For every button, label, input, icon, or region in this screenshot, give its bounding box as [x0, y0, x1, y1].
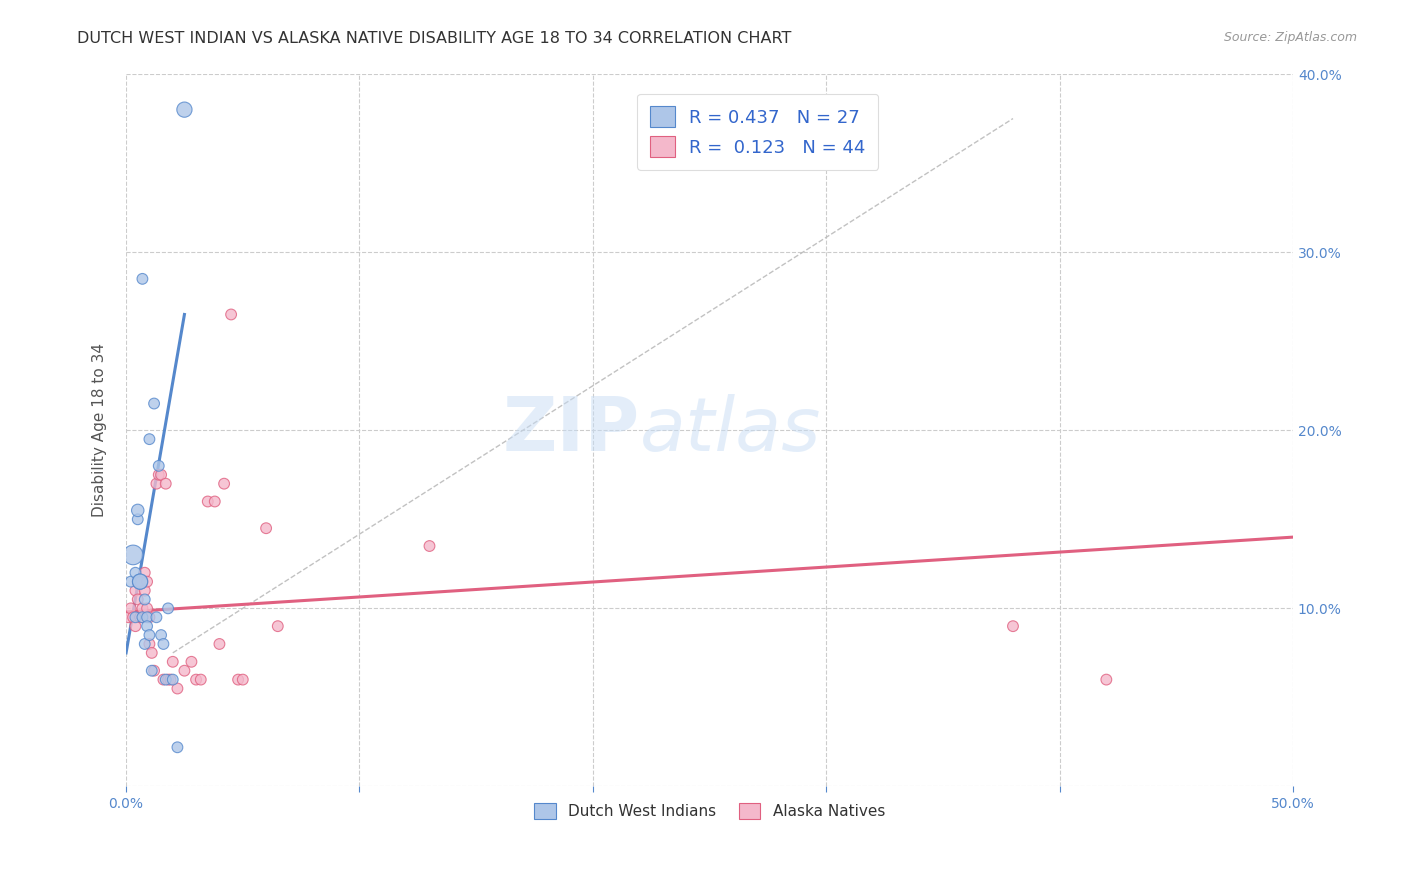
Point — [157, 601, 180, 615]
Point — [138, 637, 160, 651]
Point — [212, 476, 235, 491]
Point — [145, 610, 167, 624]
Point — [131, 610, 153, 624]
Point — [124, 619, 146, 633]
Point — [166, 740, 188, 755]
Point — [131, 610, 153, 624]
Point — [136, 574, 159, 589]
Point — [267, 619, 290, 633]
Point — [254, 521, 277, 535]
Point — [204, 494, 226, 508]
Point — [150, 467, 173, 482]
Point — [150, 628, 173, 642]
Point — [155, 673, 177, 687]
Point — [124, 610, 146, 624]
Point — [226, 673, 249, 687]
Point — [127, 503, 149, 517]
Y-axis label: Disability Age 18 to 34: Disability Age 18 to 34 — [93, 343, 107, 517]
Text: Source: ZipAtlas.com: Source: ZipAtlas.com — [1223, 31, 1357, 45]
Point — [162, 655, 184, 669]
Point — [124, 583, 146, 598]
Point — [166, 681, 188, 696]
Point — [129, 574, 152, 589]
Point — [131, 601, 153, 615]
Point — [138, 610, 160, 624]
Point — [134, 583, 156, 598]
Point — [148, 467, 170, 482]
Point — [1095, 673, 1118, 687]
Point — [143, 396, 166, 410]
Point — [173, 103, 195, 117]
Point — [120, 574, 142, 589]
Point — [127, 592, 149, 607]
Point — [184, 673, 207, 687]
Point — [136, 619, 159, 633]
Point — [138, 432, 160, 446]
Point — [134, 592, 156, 607]
Point — [173, 664, 195, 678]
Point — [1001, 619, 1024, 633]
Text: ZIP: ZIP — [502, 393, 640, 467]
Point — [129, 574, 152, 589]
Point — [134, 566, 156, 580]
Point — [143, 664, 166, 678]
Point — [117, 610, 139, 624]
Legend: Dutch West Indians, Alaska Natives: Dutch West Indians, Alaska Natives — [529, 797, 891, 825]
Point — [141, 664, 163, 678]
Point — [127, 512, 149, 526]
Point — [136, 610, 159, 624]
Point — [152, 673, 174, 687]
Point — [180, 655, 202, 669]
Point — [129, 574, 152, 589]
Text: atlas: atlas — [640, 394, 821, 467]
Point — [134, 637, 156, 651]
Point — [219, 308, 242, 322]
Point — [162, 673, 184, 687]
Point — [136, 601, 159, 615]
Point — [120, 601, 142, 615]
Point — [208, 637, 231, 651]
Point — [138, 628, 160, 642]
Point — [122, 548, 145, 562]
Point — [155, 476, 177, 491]
Point — [148, 458, 170, 473]
Point — [127, 574, 149, 589]
Point — [141, 646, 163, 660]
Point — [129, 610, 152, 624]
Point — [145, 476, 167, 491]
Point — [122, 610, 145, 624]
Point — [124, 566, 146, 580]
Point — [159, 673, 181, 687]
Point — [418, 539, 440, 553]
Text: DUTCH WEST INDIAN VS ALASKA NATIVE DISABILITY AGE 18 TO 34 CORRELATION CHART: DUTCH WEST INDIAN VS ALASKA NATIVE DISAB… — [77, 31, 792, 46]
Point — [157, 673, 180, 687]
Point — [232, 673, 254, 687]
Point — [152, 637, 174, 651]
Point — [131, 272, 153, 286]
Point — [190, 673, 212, 687]
Point — [197, 494, 219, 508]
